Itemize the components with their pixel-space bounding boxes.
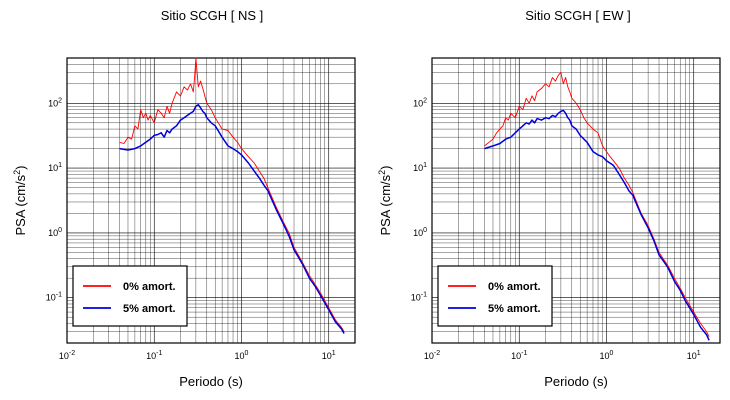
legend: 0% amort. 5% amort. (72, 265, 188, 327)
x-tick-label: 10-1 (511, 350, 527, 361)
chart-title: Sitio SCGH [ NS ] (161, 8, 264, 23)
series-line-1 (119, 103, 345, 334)
x-tick-label: 100 (600, 350, 614, 361)
x-tick-labels: 10-2 10-1 100 101 (424, 350, 701, 361)
y-axis-label: PSA (cm/s2) (12, 165, 28, 235)
legend-label-0: 0% amort. (123, 281, 176, 293)
y-tick-label: 102 (413, 97, 427, 108)
x-tick-label: 10-1 (146, 350, 162, 361)
panel-ew: Sitio SCGH [ EW ] 10-2 10-1 100 101 10-1 100… (377, 8, 721, 389)
series-line-0 (119, 57, 345, 332)
chart-title: Sitio SCGH [ EW ] (525, 8, 630, 23)
x-tick-labels: 10-2 10-1 100 101 (59, 350, 336, 361)
plot-frame (431, 57, 721, 344)
y-tick-labels: 10-1 100 101 102 (46, 97, 62, 302)
legend-label-1: 5% amort. (488, 303, 541, 315)
plot-frame (66, 57, 356, 344)
y-tick-label: 10-1 (411, 292, 427, 303)
series-lines (119, 57, 345, 334)
y-tick-label: 102 (48, 97, 62, 108)
legend-label-0: 0% amort. (488, 281, 541, 293)
series-line-1 (484, 109, 710, 341)
panel-ns: Sitio SCGH [ NS ] 10-2 10-1 100 101 10-1 100… (12, 8, 356, 389)
x-tick-label: 10-2 (59, 350, 75, 361)
y-tick-labels: 10-1 100 101 102 (411, 97, 427, 302)
x-tick-label: 101 (322, 350, 336, 361)
y-axis-label: PSA (cm/s2) (377, 165, 393, 235)
x-axis-label: Periodo (s) (179, 374, 243, 389)
legend-box (437, 265, 553, 327)
legend-label-1: 5% amort. (123, 303, 176, 315)
legend-box (72, 265, 188, 327)
y-tick-label: 100 (48, 227, 62, 238)
y-tick-label: 101 (413, 162, 427, 173)
x-axis-label: Periodo (s) (544, 374, 608, 389)
y-tick-label: 100 (413, 227, 427, 238)
legend: 0% amort. 5% amort. (437, 265, 553, 327)
series-lines (484, 71, 710, 341)
y-tick-label: 101 (48, 162, 62, 173)
x-tick-label: 100 (235, 350, 249, 361)
x-tick-label: 101 (687, 350, 701, 361)
x-tick-label: 10-2 (424, 350, 440, 361)
y-tick-label: 10-1 (46, 292, 62, 303)
